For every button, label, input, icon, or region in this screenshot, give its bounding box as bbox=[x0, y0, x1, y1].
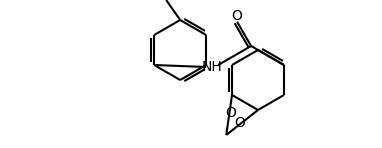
Text: O: O bbox=[226, 106, 236, 120]
Text: NH: NH bbox=[202, 60, 223, 74]
Text: O: O bbox=[231, 9, 243, 23]
Text: O: O bbox=[235, 116, 246, 131]
